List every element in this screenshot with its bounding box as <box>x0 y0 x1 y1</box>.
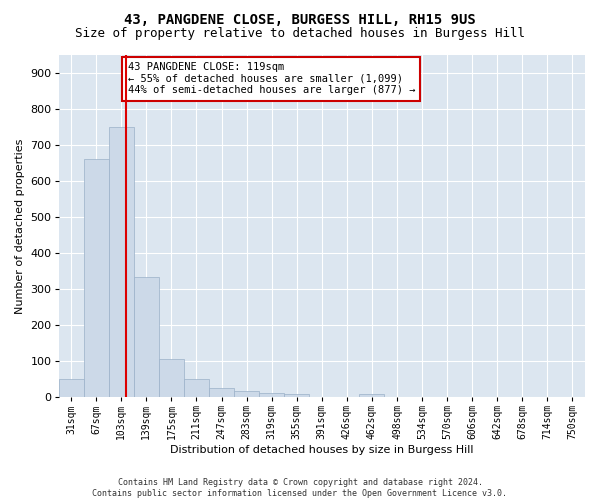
Text: 43 PANGDENE CLOSE: 119sqm
← 55% of detached houses are smaller (1,099)
44% of se: 43 PANGDENE CLOSE: 119sqm ← 55% of detac… <box>128 62 415 96</box>
Text: 43, PANGDENE CLOSE, BURGESS HILL, RH15 9US: 43, PANGDENE CLOSE, BURGESS HILL, RH15 9… <box>124 12 476 26</box>
Bar <box>184 379 209 397</box>
Bar <box>159 360 184 397</box>
Text: Contains HM Land Registry data © Crown copyright and database right 2024.
Contai: Contains HM Land Registry data © Crown c… <box>92 478 508 498</box>
Bar <box>83 160 109 397</box>
Bar <box>109 127 134 397</box>
Bar <box>359 394 385 397</box>
Bar <box>259 393 284 397</box>
Bar <box>234 391 259 397</box>
Text: Size of property relative to detached houses in Burgess Hill: Size of property relative to detached ho… <box>75 28 525 40</box>
Bar <box>59 379 83 397</box>
Y-axis label: Number of detached properties: Number of detached properties <box>15 138 25 314</box>
Bar <box>134 276 159 397</box>
Bar <box>209 388 234 397</box>
X-axis label: Distribution of detached houses by size in Burgess Hill: Distribution of detached houses by size … <box>170 445 473 455</box>
Bar <box>284 394 309 397</box>
